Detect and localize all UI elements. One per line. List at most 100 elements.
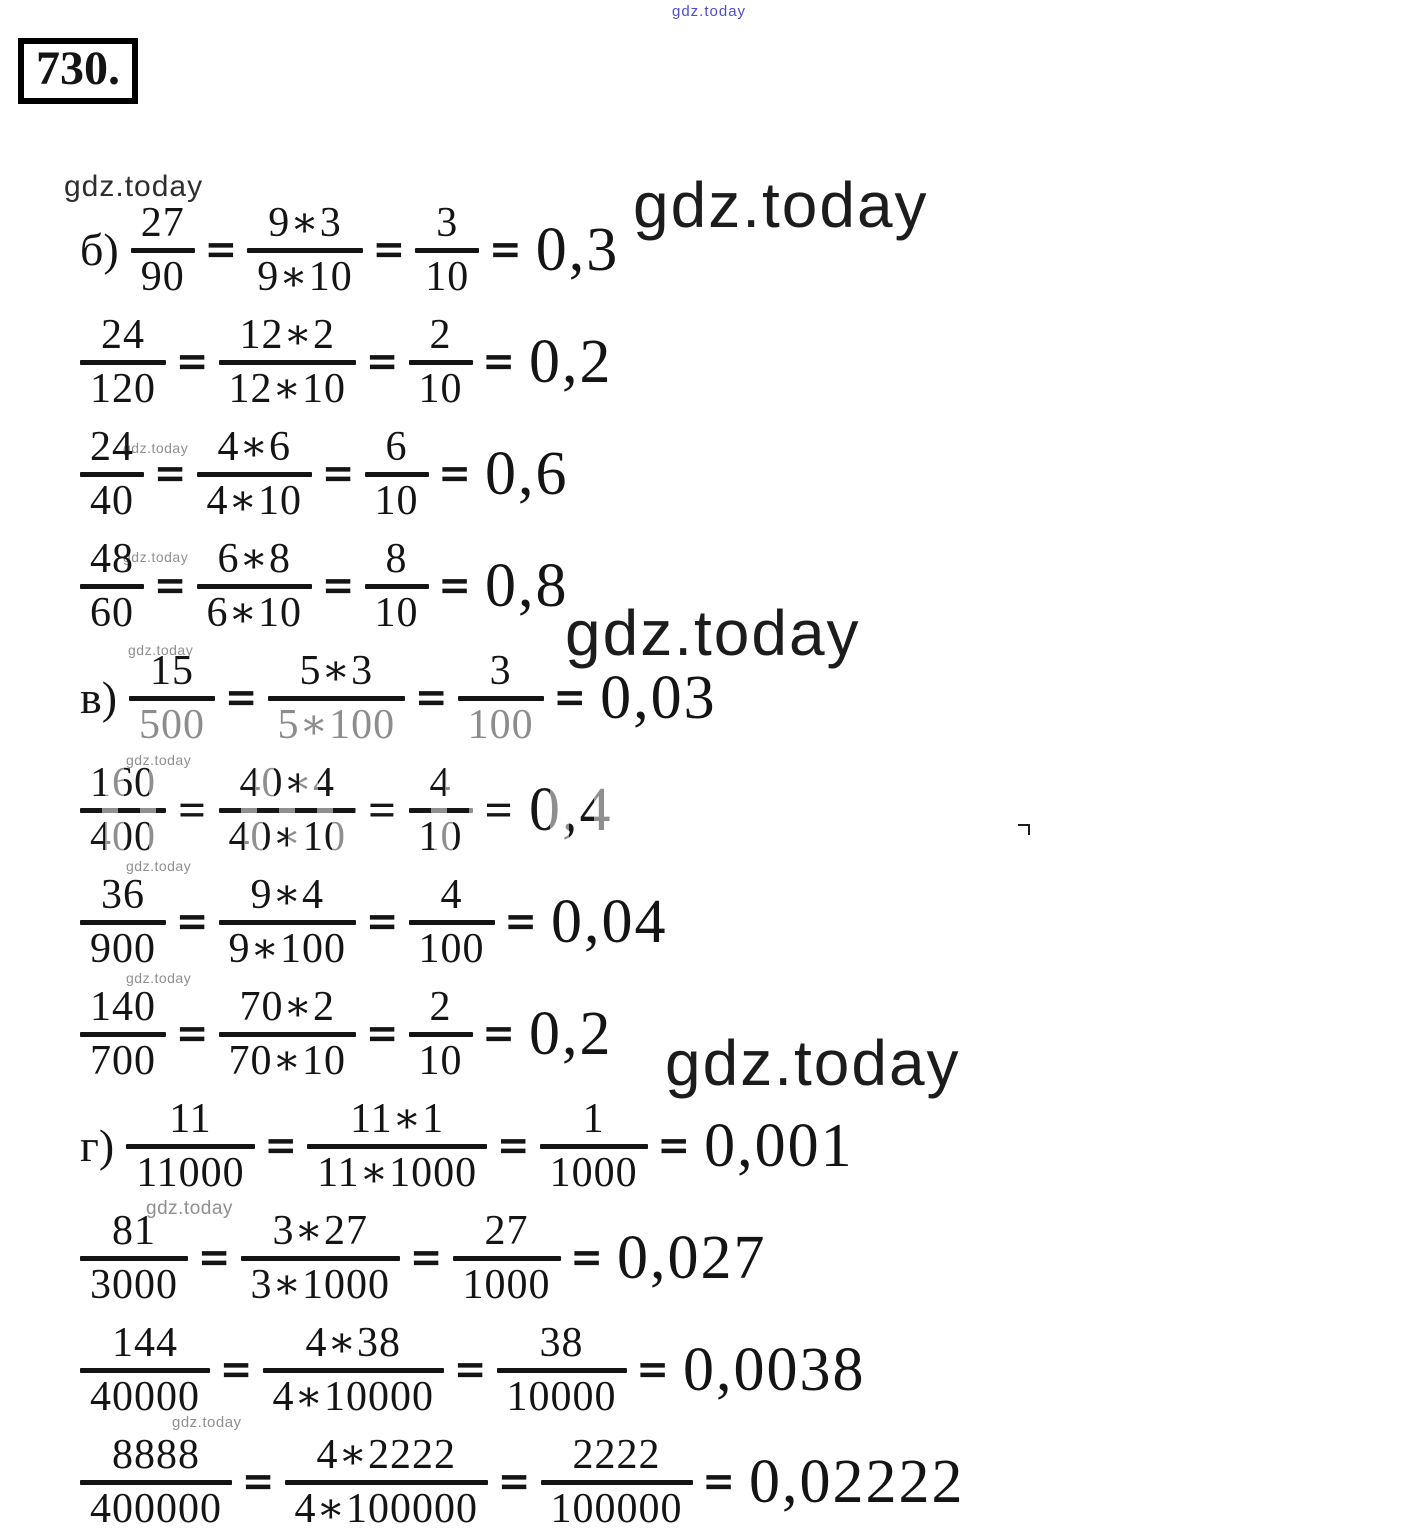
- fraction-bar: [80, 1031, 166, 1037]
- denominator: 10: [418, 1037, 463, 1084]
- fraction-bar: [80, 359, 166, 365]
- denominator: 9∗100: [228, 925, 347, 972]
- fraction-bar: [452, 1255, 561, 1261]
- denominator: 10000: [506, 1373, 617, 1420]
- equals-sign: =: [178, 783, 207, 837]
- gdz-today-watermark-large: gdz.today: [633, 169, 929, 241]
- numerator: 4∗2222: [316, 1431, 457, 1478]
- fraction-factored: 70∗2 70∗10: [218, 983, 357, 1084]
- equals-sign: =: [499, 1455, 529, 1509]
- fraction-original: 24 40: [80, 425, 144, 524]
- equals-sign: =: [506, 895, 536, 949]
- denominator: 5∗100: [277, 701, 396, 748]
- denominator: 500: [139, 701, 206, 748]
- denominator: 40: [90, 477, 134, 524]
- denominator: 10: [374, 589, 419, 636]
- denominator: 10: [418, 365, 463, 412]
- numerator: 8: [385, 535, 408, 582]
- denominator: 10: [425, 253, 470, 300]
- equation-row: 8888 400000 = 4∗2222 4∗100000 = 2222 100…: [0, 1426, 1427, 1536]
- numerator: 3: [489, 647, 512, 694]
- numerator: 3: [436, 199, 459, 246]
- fraction-reduced: 3 100: [457, 647, 544, 748]
- numerator: 81: [112, 1207, 156, 1254]
- fraction-factored: 9∗3 9∗10: [247, 201, 363, 300]
- decimal-result: 0,8: [485, 552, 569, 620]
- fraction-reduced: 2 10: [408, 985, 473, 1084]
- fraction-bar: [80, 1367, 210, 1373]
- fraction-reduced: 6 10: [364, 423, 429, 524]
- numerator: 6: [385, 423, 408, 470]
- equation-row: 24 120 = 12∗2 12∗10 = 2 10 = 0,2: [0, 306, 1427, 418]
- fraction-bar: [408, 807, 473, 813]
- fraction-original: 24 120: [80, 313, 166, 412]
- gdz-today-watermark-large: gdz.today: [665, 1027, 961, 1099]
- denominator: 4∗100000: [294, 1485, 479, 1532]
- numerator: 11: [169, 1095, 212, 1142]
- numerator: 70∗2: [239, 983, 336, 1030]
- denominator: 9∗10: [257, 253, 353, 300]
- fraction-bar: [196, 471, 313, 477]
- equals-sign: =: [484, 1007, 514, 1061]
- fraction-bar: [262, 1367, 445, 1373]
- row-label: б): [80, 224, 119, 275]
- numerator: 4∗38: [305, 1319, 402, 1366]
- denominator: 6∗10: [206, 589, 303, 636]
- numerator: 3∗27: [272, 1207, 369, 1254]
- equals-sign: =: [491, 223, 521, 277]
- fraction-original: 81 3000: [80, 1209, 188, 1308]
- decimal-result: 0,2: [529, 328, 613, 396]
- fraction-original: 8888 400000: [80, 1433, 232, 1532]
- equation-row: г) 11 11000 = 11∗1 11∗1000 = 1 1000 = 0,…: [0, 1090, 1427, 1202]
- denominator: 1000: [549, 1149, 638, 1196]
- fraction-bar: [364, 471, 429, 477]
- numerator: 140: [90, 983, 156, 1030]
- fraction-bar: [240, 1255, 401, 1261]
- numerator: 4: [440, 871, 463, 918]
- gdz-today-watermark-small: gdz.today: [172, 1414, 242, 1431]
- denominator: 40000: [90, 1373, 200, 1420]
- denominator: 900: [90, 925, 156, 972]
- equals-sign: =: [266, 1119, 296, 1173]
- gdz-today-watermark-small: gdz.today: [123, 440, 189, 456]
- fraction-factored: 3∗27 3∗1000: [240, 1207, 401, 1308]
- equation-row: в) 15 500 = 5∗3 5∗100 = 3 100 = 0,03: [0, 642, 1427, 754]
- denominator: 60: [90, 589, 134, 636]
- equals-sign: =: [417, 671, 447, 725]
- equals-sign: =: [177, 895, 207, 949]
- equals-sign: =: [367, 895, 397, 949]
- numerator: 144: [112, 1319, 178, 1366]
- numerator: 36: [101, 871, 145, 918]
- equals-sign: =: [374, 223, 404, 277]
- numerator: 160: [80, 761, 166, 806]
- numerator: 9∗3: [268, 199, 342, 246]
- equation-row: 81 3000 = 3∗27 3∗1000 = 27 1000 = 0,027: [0, 1202, 1427, 1314]
- fraction-reduced: 4 100: [408, 871, 495, 972]
- numerator: 24: [101, 311, 145, 358]
- fraction-factored: 5∗3 5∗100: [267, 649, 406, 748]
- denominator: 100: [467, 701, 534, 748]
- numerator: 27: [140, 199, 185, 246]
- fraction-bar: [80, 583, 144, 589]
- equation-row: 140 700 = 70∗2 70∗10 = 2 10 = 0,2: [0, 978, 1427, 1090]
- equals-sign: =: [499, 1119, 529, 1173]
- equals-sign: =: [221, 1343, 251, 1397]
- fraction-original: 27 90: [130, 199, 195, 300]
- gdz-today-watermark-small: gdz.today: [126, 752, 191, 768]
- denominator: 10: [409, 815, 473, 860]
- fraction-bar: [130, 247, 195, 253]
- equals-sign: =: [555, 671, 585, 725]
- fraction-bar: [364, 583, 429, 589]
- fraction-original: 11 11000: [126, 1095, 255, 1196]
- numerator: 27: [484, 1207, 529, 1254]
- numerator: 2222: [572, 1431, 661, 1478]
- fraction-bar: [218, 919, 357, 925]
- denominator: 1000: [462, 1261, 551, 1308]
- numerator: 4∗6: [217, 423, 292, 470]
- fraction-bar: [218, 1031, 357, 1037]
- denominator: 70∗10: [228, 1037, 347, 1084]
- equation-row: 48 60 = 6∗8 6∗10 = 8 10 = 0,8: [0, 530, 1427, 642]
- scan-artifact: [1018, 824, 1030, 835]
- denominator: 400: [80, 815, 166, 860]
- equals-sign: =: [484, 783, 514, 837]
